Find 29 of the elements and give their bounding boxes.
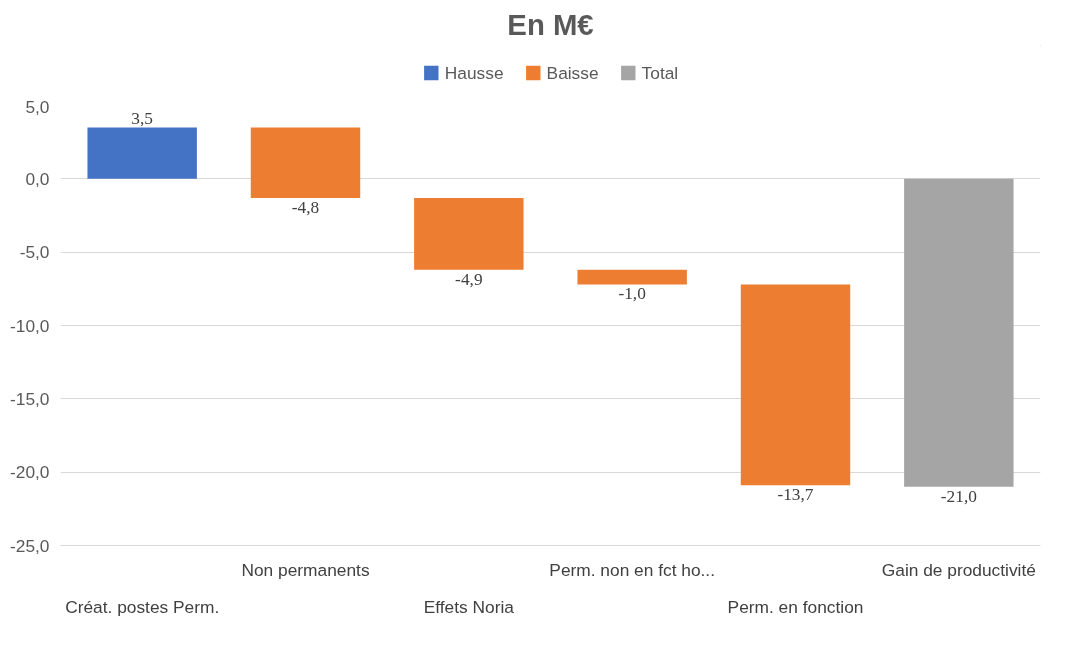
y-tick-label: -25,0: [10, 535, 50, 556]
chart-title: En M€: [507, 7, 594, 41]
legend-label: Hausse: [444, 62, 504, 83]
y-tick-label: 0,0: [25, 168, 50, 189]
text: -1,0: [618, 284, 646, 304]
text: 3,5: [131, 108, 154, 128]
x-tick-label: Effets Noria: [423, 596, 515, 617]
x-tick-label: Gain de productivité: [881, 559, 1036, 580]
x-tick-label: Créat. postes Perm.: [65, 596, 220, 617]
bar: [87, 127, 197, 179]
bar: [740, 284, 851, 486]
text: -4,8: [291, 197, 320, 217]
text: -13,7: [777, 485, 814, 505]
text: -21,0: [940, 486, 977, 506]
bar: [414, 197, 524, 270]
legend-label: Total: [641, 62, 679, 83]
x-tick-label: Non permanents: [241, 559, 370, 580]
y-tick-label: 5,0: [25, 96, 50, 117]
bar: [250, 127, 361, 198]
x-tick-label: Perm. en fonction: [727, 596, 864, 617]
y-tick-label: -20,0: [10, 462, 50, 483]
text: -4,9: [455, 269, 483, 289]
legend-label: Baisse: [546, 62, 599, 83]
y-tick-label: -15,0: [10, 388, 50, 409]
y-tick-label: -5,0: [19, 242, 50, 263]
x-tick-label: Perm. non en fct ho...: [549, 559, 716, 580]
bar: [577, 269, 687, 285]
bar: [904, 178, 1014, 487]
y-tick-label: -10,0: [10, 315, 50, 336]
